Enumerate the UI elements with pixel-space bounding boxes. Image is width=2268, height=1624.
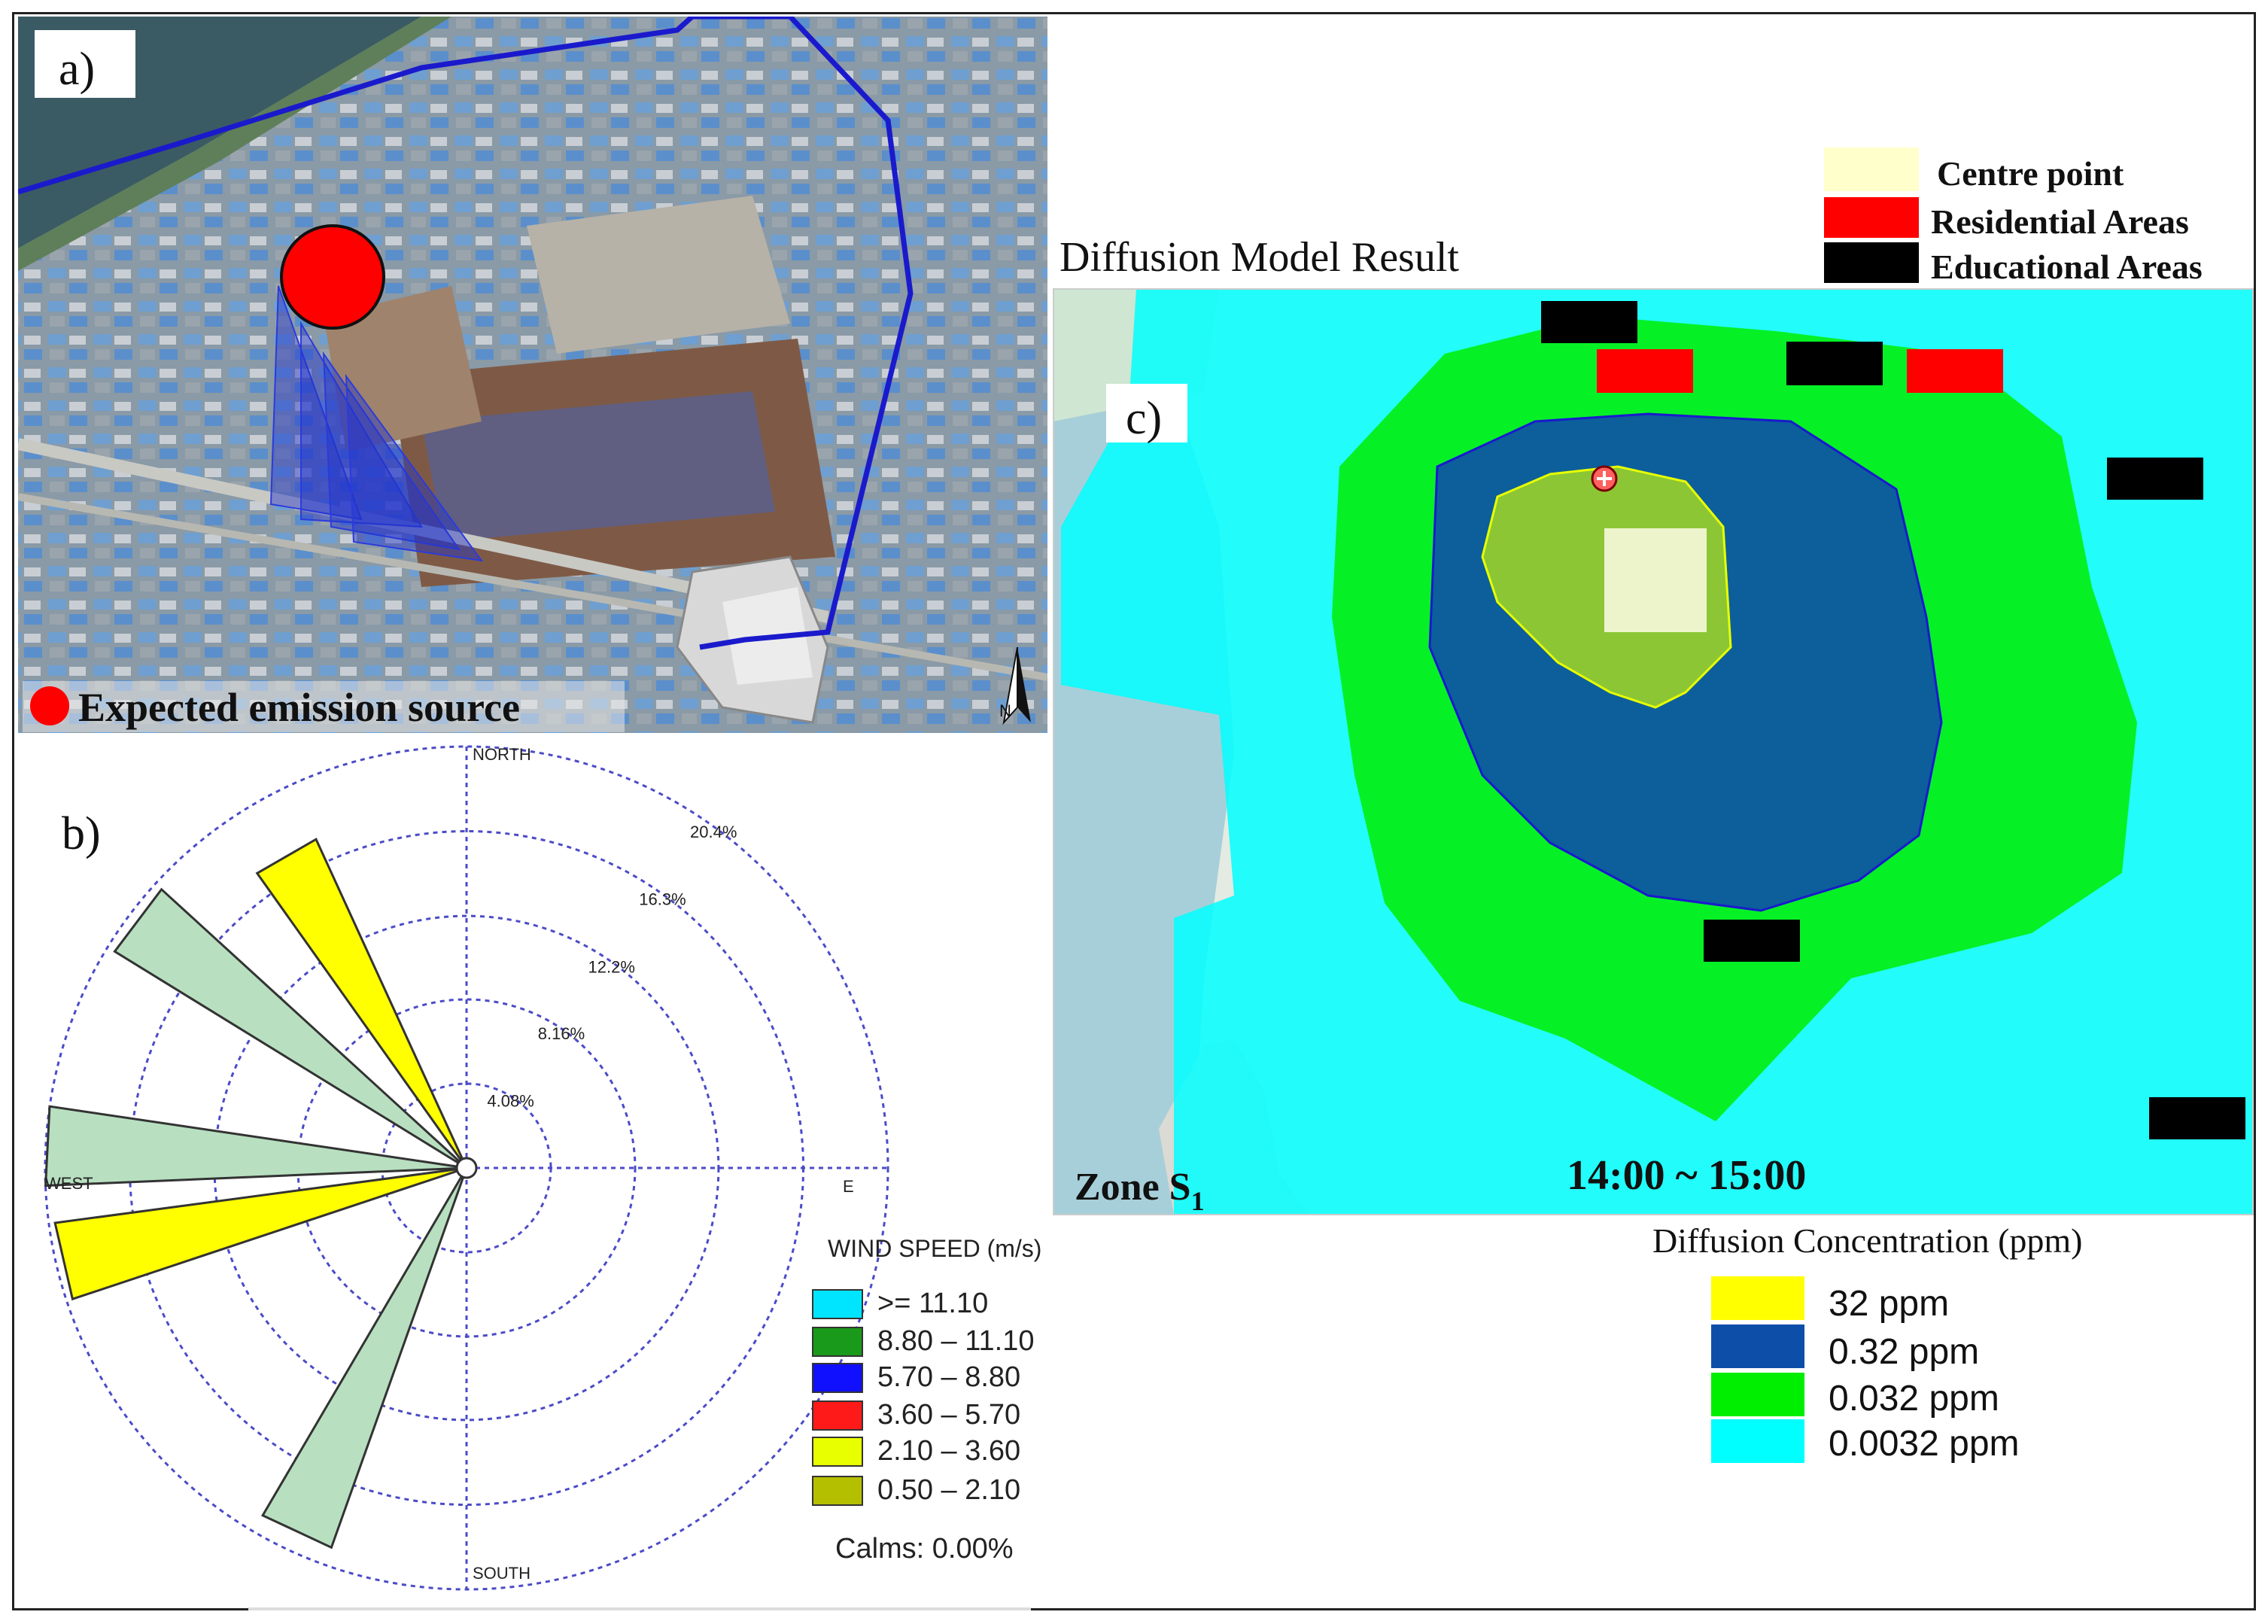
rose-ring-2 — [213, 914, 720, 1422]
panel-a-label-box — [35, 30, 135, 98]
zone-label: Zone S1 — [1075, 1166, 1205, 1216]
wind-legend-label-0: >= 11.10 — [877, 1288, 988, 1319]
wind-legend-title: WIND SPEED (m/s) — [828, 1235, 1041, 1262]
area-legend-label-0: Centre point — [1937, 154, 2124, 193]
wind-legend: >= 11.10 8.80 – 11.10 5.70 – 8.80 3.60 –… — [812, 1288, 1034, 1506]
rose-petal-2 — [44, 1105, 467, 1188]
plume-spikes — [269, 285, 484, 562]
rose-ring-label-1: 8.16% — [538, 1024, 585, 1043]
compass-letter: N — [999, 701, 1011, 720]
calms-label: Calms: 0.00% — [835, 1533, 1014, 1565]
direction-south: SOUTH — [473, 1564, 531, 1583]
area-legend-label-2: Educational Areas — [1931, 248, 2203, 286]
area-legend: Centre point Residential Areas Education… — [1824, 147, 2203, 286]
diffusion-title: Diffusion Model Result — [1060, 234, 1459, 281]
educational-area-2 — [1786, 342, 1883, 385]
area-legend-swatch-2 — [1824, 242, 1919, 283]
plant-roofs — [421, 391, 775, 542]
conc-legend-label-2: 0.032 ppm — [1829, 1379, 1999, 1419]
emission-legend-bg — [23, 681, 625, 732]
rose-ring-label-0: 4.08% — [487, 1092, 534, 1111]
panel-c-label: c) — [1126, 393, 1162, 444]
route-line — [18, 17, 914, 650]
wind-legend-label-2: 5.70 – 8.80 — [877, 1361, 1020, 1393]
educational-area-4 — [1704, 920, 1800, 962]
coastline-strip — [18, 17, 451, 271]
rose-ring-label-4: 20.4% — [690, 823, 737, 841]
area-legend-swatch-1 — [1824, 197, 1919, 238]
wind-legend-swatch-2 — [812, 1363, 863, 1393]
wind-legend-label-1: 8.80 – 11.10 — [877, 1325, 1034, 1357]
conc-legend-label-1: 0.32 ppm — [1829, 1332, 1979, 1372]
conc-legend-swatch-1 — [1711, 1324, 1804, 1368]
wind-legend-label-3: 3.60 – 5.70 — [877, 1399, 1020, 1431]
source-marker-icon — [1591, 465, 1618, 492]
panel-c-label-box — [1106, 384, 1187, 442]
centre-point-square — [1604, 528, 1707, 632]
residential-area-1 — [1597, 349, 1693, 393]
rose-ring-labels: 4.08% 8.16% 12.2% 16.3% 20.4% — [487, 823, 737, 1111]
conc-legend-swatch-2 — [1711, 1373, 1804, 1416]
rose-petal-4 — [260, 1167, 468, 1549]
rose-ring-label-2: 12.2% — [588, 958, 635, 977]
wind-rose-chart: 4.08% 8.16% 12.2% 16.3% 20.4% — [44, 745, 889, 1591]
panel-c-diffusion-map — [1053, 289, 2253, 1215]
rose-ring-label-3: 16.3% — [639, 890, 686, 909]
conc-legend-label-0: 32 ppm — [1829, 1284, 1949, 1324]
rose-center — [455, 1157, 478, 1179]
area-legend-label-1: Residential Areas — [1931, 202, 2189, 241]
wind-legend-label-5: 0.50 – 2.10 — [877, 1474, 1020, 1506]
conc-legend-title: Diffusion Concentration (ppm) — [1652, 1221, 2083, 1260]
wind-legend-label-4: 2.10 – 3.60 — [877, 1435, 1020, 1467]
zone-label-sub: 1 — [1191, 1186, 1205, 1216]
educational-area-5 — [2149, 1097, 2245, 1139]
rose-petal-0 — [255, 838, 468, 1169]
conc-legend: 32 ppm 0.32 ppm 0.032 ppm 0.0032 ppm — [1711, 1276, 2020, 1464]
panel-c-border — [1053, 288, 2254, 1215]
residential-area-2 — [1907, 349, 2003, 393]
panel-b-label: b) — [62, 808, 101, 859]
emission-source-marker — [280, 224, 385, 330]
secondary-road — [18, 493, 1047, 681]
conc-legend-swatch-3 — [1711, 1419, 1804, 1463]
emission-legend-dot — [30, 686, 69, 725]
wind-legend-swatch-4 — [812, 1437, 863, 1467]
rose-petal-1 — [113, 887, 468, 1169]
figure-frame — [12, 12, 2256, 1610]
conc-legend-swatch-0 — [1711, 1276, 1804, 1320]
educational-area-3 — [2107, 458, 2203, 500]
wind-legend-swatch-3 — [812, 1400, 863, 1431]
area-legend-swatch-0 — [1824, 147, 1919, 191]
time-label: 14:00 ~ 15:00 — [1567, 1152, 1806, 1199]
direction-east: E — [843, 1177, 854, 1196]
direction-west: WEST — [45, 1174, 93, 1193]
panel-a-satellite: N — [18, 17, 1047, 733]
conc-legend-label-3: 0.0032 ppm — [1829, 1424, 2020, 1464]
direction-north: NORTH — [473, 745, 531, 764]
rose-petal-3 — [53, 1166, 467, 1301]
emission-legend-text: Expected emission source — [78, 685, 520, 730]
rail-yard — [527, 196, 790, 354]
rose-petals — [44, 838, 468, 1549]
panel-a-label: a) — [59, 44, 95, 95]
educational-area-1 — [1541, 301, 1637, 343]
compass-icon — [1002, 646, 1031, 725]
wind-legend-swatch-0 — [812, 1289, 863, 1319]
zone-label-main: Zone S — [1075, 1166, 1191, 1209]
wind-legend-swatch-5 — [812, 1476, 863, 1506]
wind-legend-swatch-1 — [812, 1327, 863, 1357]
